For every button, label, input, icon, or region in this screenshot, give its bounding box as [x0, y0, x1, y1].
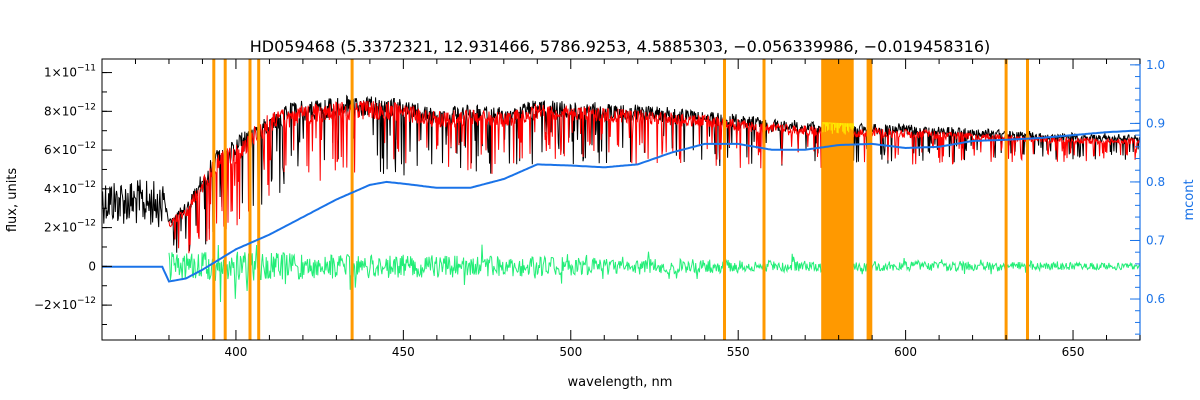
masked-line-2 — [248, 59, 252, 340]
x-tick-label-3: 550 — [727, 345, 750, 359]
x-tick-label-2: 500 — [559, 345, 582, 359]
masked-line-5 — [723, 59, 726, 340]
y-tick-mantissa: 1×10 — [44, 66, 77, 80]
masked-band — [821, 59, 854, 340]
x-tick-label-0: 400 — [224, 345, 247, 359]
y-tick-mantissa: 0 — [88, 259, 96, 273]
y-tick-label-6: 1×10−11 — [44, 64, 96, 80]
masked-line-0 — [212, 59, 216, 340]
y-tick-mantissa: 6×10 — [44, 143, 77, 157]
masked-line-1 — [223, 59, 227, 340]
chart-title: HD059468 (5.3372321, 12.931466, 5786.925… — [250, 37, 991, 56]
y-right-tick-label-4: 1.0 — [1146, 58, 1165, 72]
residuals-line — [168, 244, 1140, 303]
model-spectrum-line — [168, 100, 1140, 254]
y-tick-exponent: −12 — [77, 141, 96, 151]
y-tick-label-0: −2×10−12 — [34, 296, 96, 312]
y-right-tick-label-3: 0.9 — [1146, 116, 1165, 130]
plot-area — [102, 59, 1140, 340]
masked-line-8 — [869, 59, 873, 340]
x-axis-label: wavelength, nm — [568, 375, 673, 390]
y-tick-label-5: 8×10−12 — [44, 102, 96, 118]
y-tick-mantissa: 2×10 — [44, 221, 77, 235]
x-tick-label-4: 600 — [894, 345, 917, 359]
masked-line-6 — [762, 59, 766, 340]
y-tick-exponent: −12 — [77, 180, 96, 190]
axes: 400 450 500 550 600 650−2×10−1202×10−124×10−1… — [34, 58, 1165, 359]
y-right-tick-label-0: 0.6 — [1146, 292, 1165, 306]
y-axis-label: flux, units — [5, 168, 20, 233]
y-tick-label-4: 6×10−12 — [44, 141, 96, 157]
y-tick-exponent: −12 — [77, 219, 96, 229]
y-tick-label-2: 2×10−12 — [44, 219, 96, 235]
y-tick-mantissa: 8×10 — [44, 104, 77, 118]
y-right-tick-label-1: 0.7 — [1146, 233, 1165, 247]
masked-line-9 — [1004, 59, 1008, 340]
masked-line-4 — [350, 59, 354, 340]
x-tick-label-5: 650 — [1062, 345, 1085, 359]
y-tick-exponent: −12 — [77, 296, 96, 306]
masked-band-spectrum — [822, 122, 854, 135]
y-tick-exponent: −12 — [77, 102, 96, 112]
continuum-line — [102, 129, 1140, 283]
y-tick-label-3: 4×10−12 — [44, 180, 96, 196]
right-axis-label: mcont — [1182, 179, 1197, 220]
y-tick-exponent: −11 — [77, 64, 96, 74]
masked-line-10 — [1026, 59, 1029, 340]
x-tick-label-1: 450 — [392, 345, 415, 359]
masked-line-7 — [866, 59, 870, 340]
y-tick-label-1: 0 — [88, 259, 96, 273]
masked-line-3 — [257, 59, 261, 340]
y-tick-mantissa: 4×10 — [44, 182, 77, 196]
y-tick-mantissa: −2×10 — [34, 298, 77, 312]
y-right-tick-label-2: 0.8 — [1146, 175, 1165, 189]
